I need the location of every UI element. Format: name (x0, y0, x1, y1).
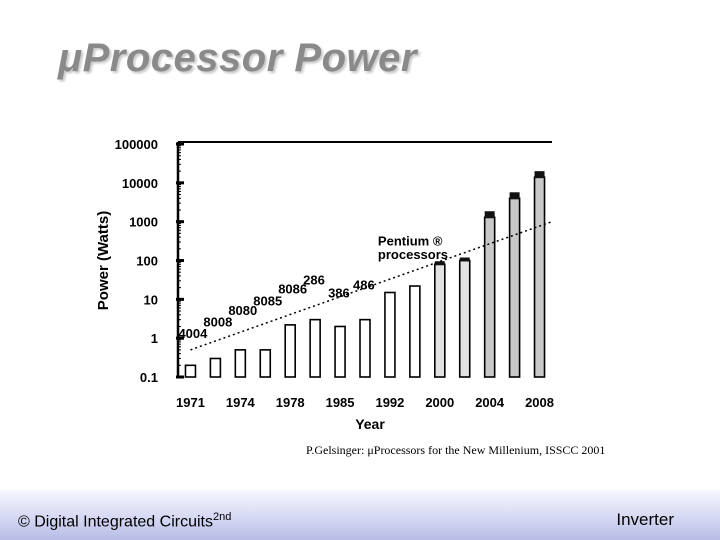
bar-cap (509, 192, 520, 200)
y-tick-label: 10 (144, 292, 158, 307)
bar (433, 263, 446, 378)
trend-line-group (190, 220, 553, 351)
annotation-label: processors (378, 247, 448, 262)
x-tick-label: 1985 (326, 395, 355, 410)
bar-cap (434, 261, 445, 266)
annotation-label: 8086 (278, 282, 307, 297)
bar (359, 318, 371, 378)
x-tick-label: 1974 (226, 395, 256, 410)
bar (209, 357, 222, 378)
footer-course-name: © Digital Integrated Circuits (18, 513, 213, 531)
bar (533, 176, 546, 378)
x-tick-label: 1971 (176, 395, 205, 410)
bar (234, 349, 247, 378)
bar (334, 325, 346, 378)
annotation-label: 386 (328, 286, 350, 301)
bar (409, 285, 421, 378)
bar (309, 318, 321, 378)
x-tick-label: 2000 (425, 395, 454, 410)
bar (184, 364, 197, 378)
bar (284, 324, 296, 378)
y-tick-label: 100 (136, 254, 158, 269)
bar-cap (484, 211, 495, 219)
footer-chapter: Inverter (616, 510, 674, 529)
bar-cap (459, 257, 470, 262)
x-tick-label: 1992 (375, 395, 404, 410)
bar (483, 216, 496, 378)
chart-bars (184, 171, 546, 378)
y-axis-label: Power (Watts) (95, 211, 112, 310)
bar (384, 291, 396, 378)
x-axis-label: Year (355, 416, 385, 432)
annotation-label: 486 (353, 277, 375, 292)
bar-cap (534, 171, 545, 179)
slide-title: μProcessor Power (58, 36, 417, 80)
bar (508, 197, 521, 378)
power-chart: 100000 10000 1000 100 10 1 0.1 Power (Watts) 197… (95, 137, 554, 432)
y-tick-label: 0.1 (140, 370, 158, 385)
x-tick-label: 2004 (475, 395, 505, 410)
annotation-label: 8080 (228, 303, 257, 318)
y-tick-label: 1 (151, 331, 158, 346)
x-tick-label: 2008 (525, 395, 554, 410)
annotation-label: 8008 (203, 314, 232, 329)
chart-axes: 100000 10000 1000 100 10 1 0.1 Power (Watts) 197… (95, 137, 554, 432)
footer-edition: 2nd (212, 511, 232, 523)
annotation-label: Pentium ® (378, 234, 443, 249)
footer-bar: © Digital Integrated Circuits2nd Inverte… (0, 490, 720, 540)
annotation-label: 4004 (178, 326, 208, 341)
citation-text: P.Gelsinger: μProcessors for the New Mil… (306, 443, 606, 457)
y-tick-label: 10000 (122, 176, 158, 191)
footer-course-title: © Digital Integrated Circuits2nd (18, 511, 231, 531)
trend-line (190, 220, 553, 351)
x-tick-label: 1978 (276, 395, 305, 410)
annotation-label: 8085 (253, 293, 282, 308)
bar (458, 259, 471, 378)
annotation-label: 286 (303, 273, 325, 288)
y-tick-label: 100000 (115, 137, 158, 152)
bar (259, 349, 272, 378)
y-tick-label: 1000 (129, 215, 158, 230)
